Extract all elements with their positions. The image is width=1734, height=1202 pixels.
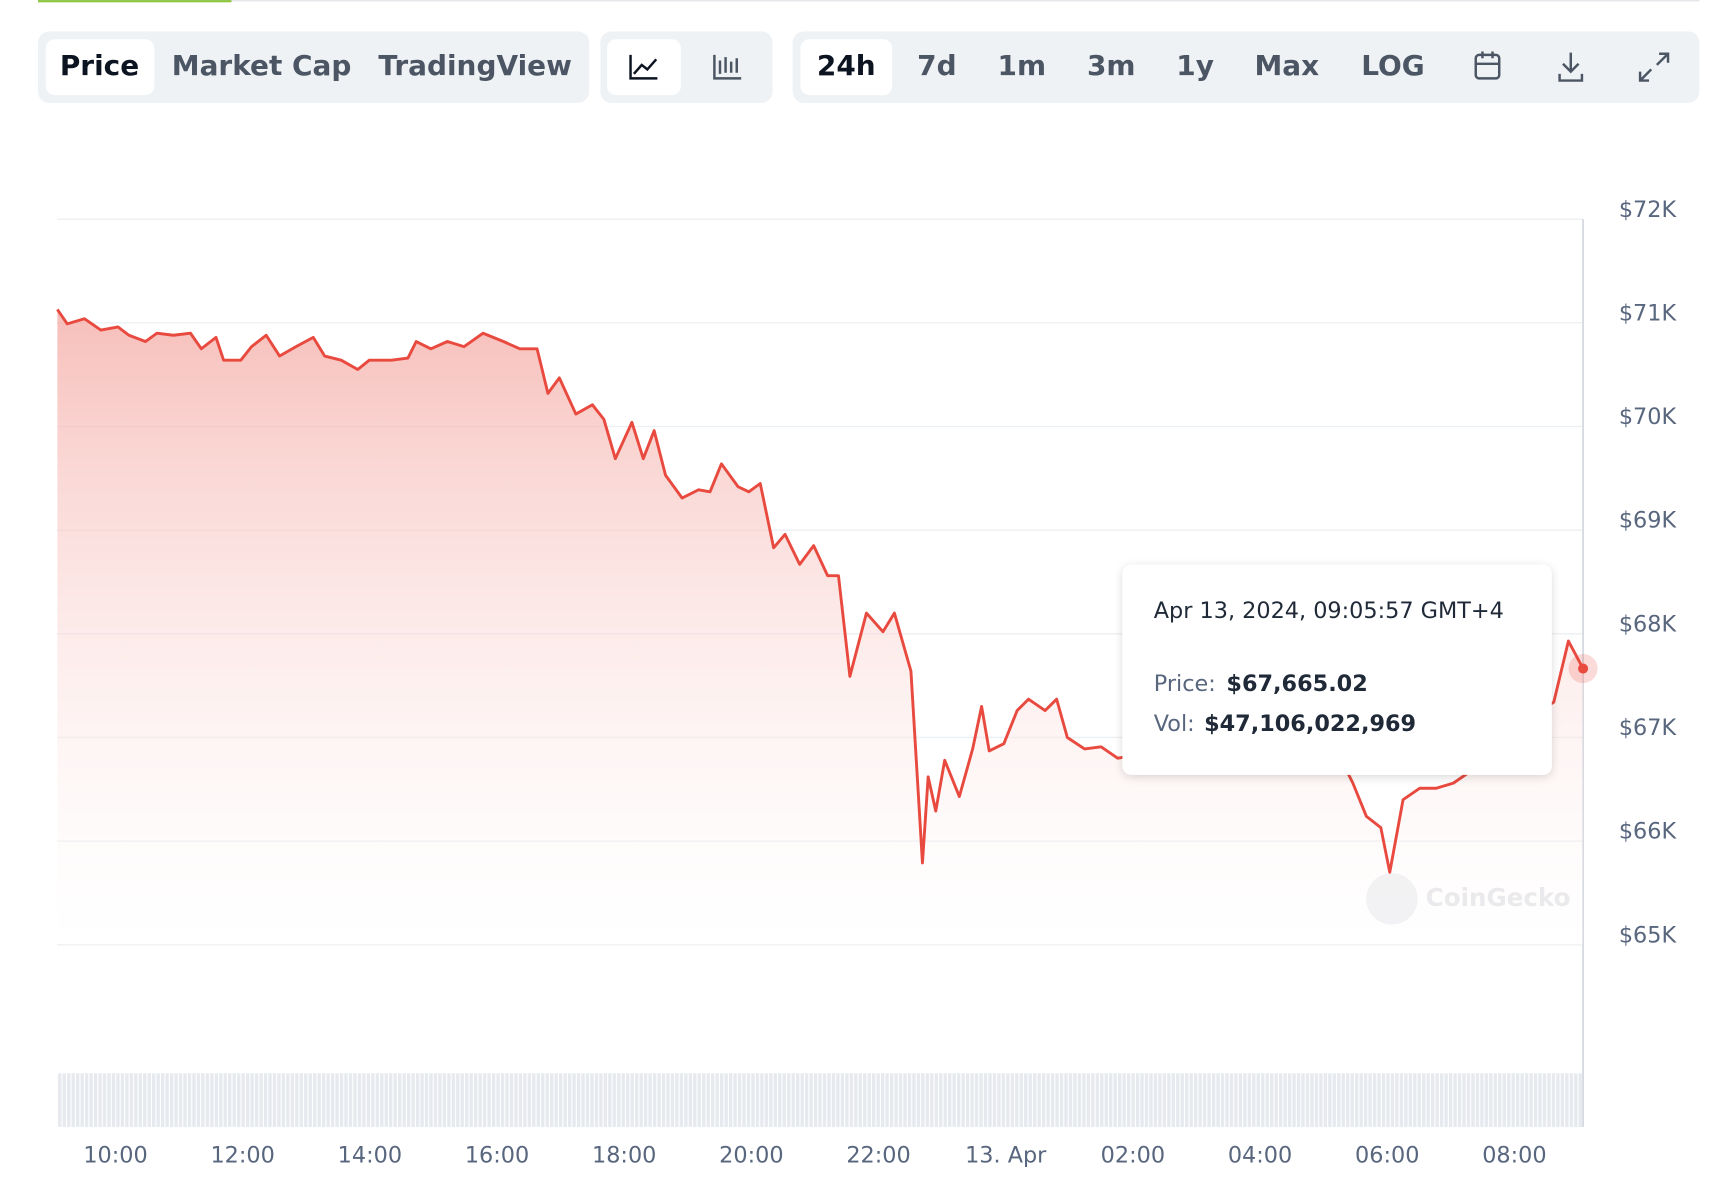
download-button[interactable] [1558, 52, 1584, 82]
y-tick-label: $65K [1619, 922, 1678, 948]
range[interactable]: 1m [998, 49, 1047, 82]
y-tick-label: $67K [1619, 715, 1678, 741]
y-tick-label: $70K [1619, 404, 1678, 430]
x-tick-label: 13. Apr [965, 1143, 1047, 1169]
range-group [792, 31, 1700, 103]
x-tick-label: 04:00 [1228, 1143, 1292, 1169]
x-tick-label: 10:00 [83, 1143, 147, 1169]
fullscreen-button[interactable] [1638, 52, 1670, 82]
range[interactable]: 7d [917, 49, 956, 82]
y-tick-label: $71K [1619, 300, 1678, 326]
x-tick-label: 16:00 [465, 1143, 529, 1169]
tab-group [38, 31, 590, 103]
tab[interactable]: Market Cap [172, 49, 352, 82]
range[interactable]: 3m [1087, 49, 1136, 82]
hover-point [1578, 663, 1589, 674]
x-tick-label: 06:00 [1355, 1143, 1419, 1169]
tooltip-title: Apr 13, 2024, 09:05:57 GMT+4 [1154, 598, 1504, 624]
plot: $72K $71K $70K $69K $68K $67K $66K $65K 10:00 12:… [56, 197, 1678, 1169]
x-tick-label: 12:00 [210, 1143, 274, 1169]
range-active [800, 39, 893, 96]
line-icon [629, 54, 658, 80]
tab[interactable]: TradingView [378, 49, 572, 82]
tab-active [45, 39, 155, 96]
range[interactable]: 1y [1176, 49, 1214, 82]
price-area [57, 309, 1584, 945]
y-tick-label: $66K [1619, 819, 1678, 845]
range[interactable]: LOG [1361, 49, 1425, 82]
range[interactable]: 24h [817, 49, 876, 82]
x-tick-label: 18:00 [592, 1143, 656, 1169]
candle-chart-button[interactable] [713, 54, 742, 80]
x-tick-label: 02:00 [1101, 1143, 1165, 1169]
tooltip-price: $67,665.02 [1226, 671, 1367, 697]
tooltip: Apr 13, 2024, 09:05:57 GMT+4 Price: $67,… [1122, 564, 1552, 775]
calendar-button[interactable] [1474, 51, 1501, 80]
y-tick-label: $72K [1619, 197, 1678, 223]
x-tick-label: 14:00 [338, 1143, 402, 1169]
x-tick-label: 08:00 [1482, 1143, 1546, 1169]
y-tick-label: $69K [1619, 508, 1678, 534]
range[interactable]: Max [1254, 49, 1319, 82]
top-accent [38, 0, 232, 3]
x-tick-label: 20:00 [719, 1143, 783, 1169]
tooltip-vol-label: Vol: [1154, 711, 1195, 737]
volume-band [57, 1073, 1584, 1128]
tooltip-price-label: Price: [1154, 671, 1216, 697]
x-tick-label: 22:00 [846, 1143, 910, 1169]
tab[interactable]: Price [60, 49, 139, 82]
tooltip-vol: $47,106,022,969 [1204, 711, 1416, 737]
tooltip-box [1122, 564, 1552, 775]
y-tick-label: $68K [1619, 611, 1678, 637]
